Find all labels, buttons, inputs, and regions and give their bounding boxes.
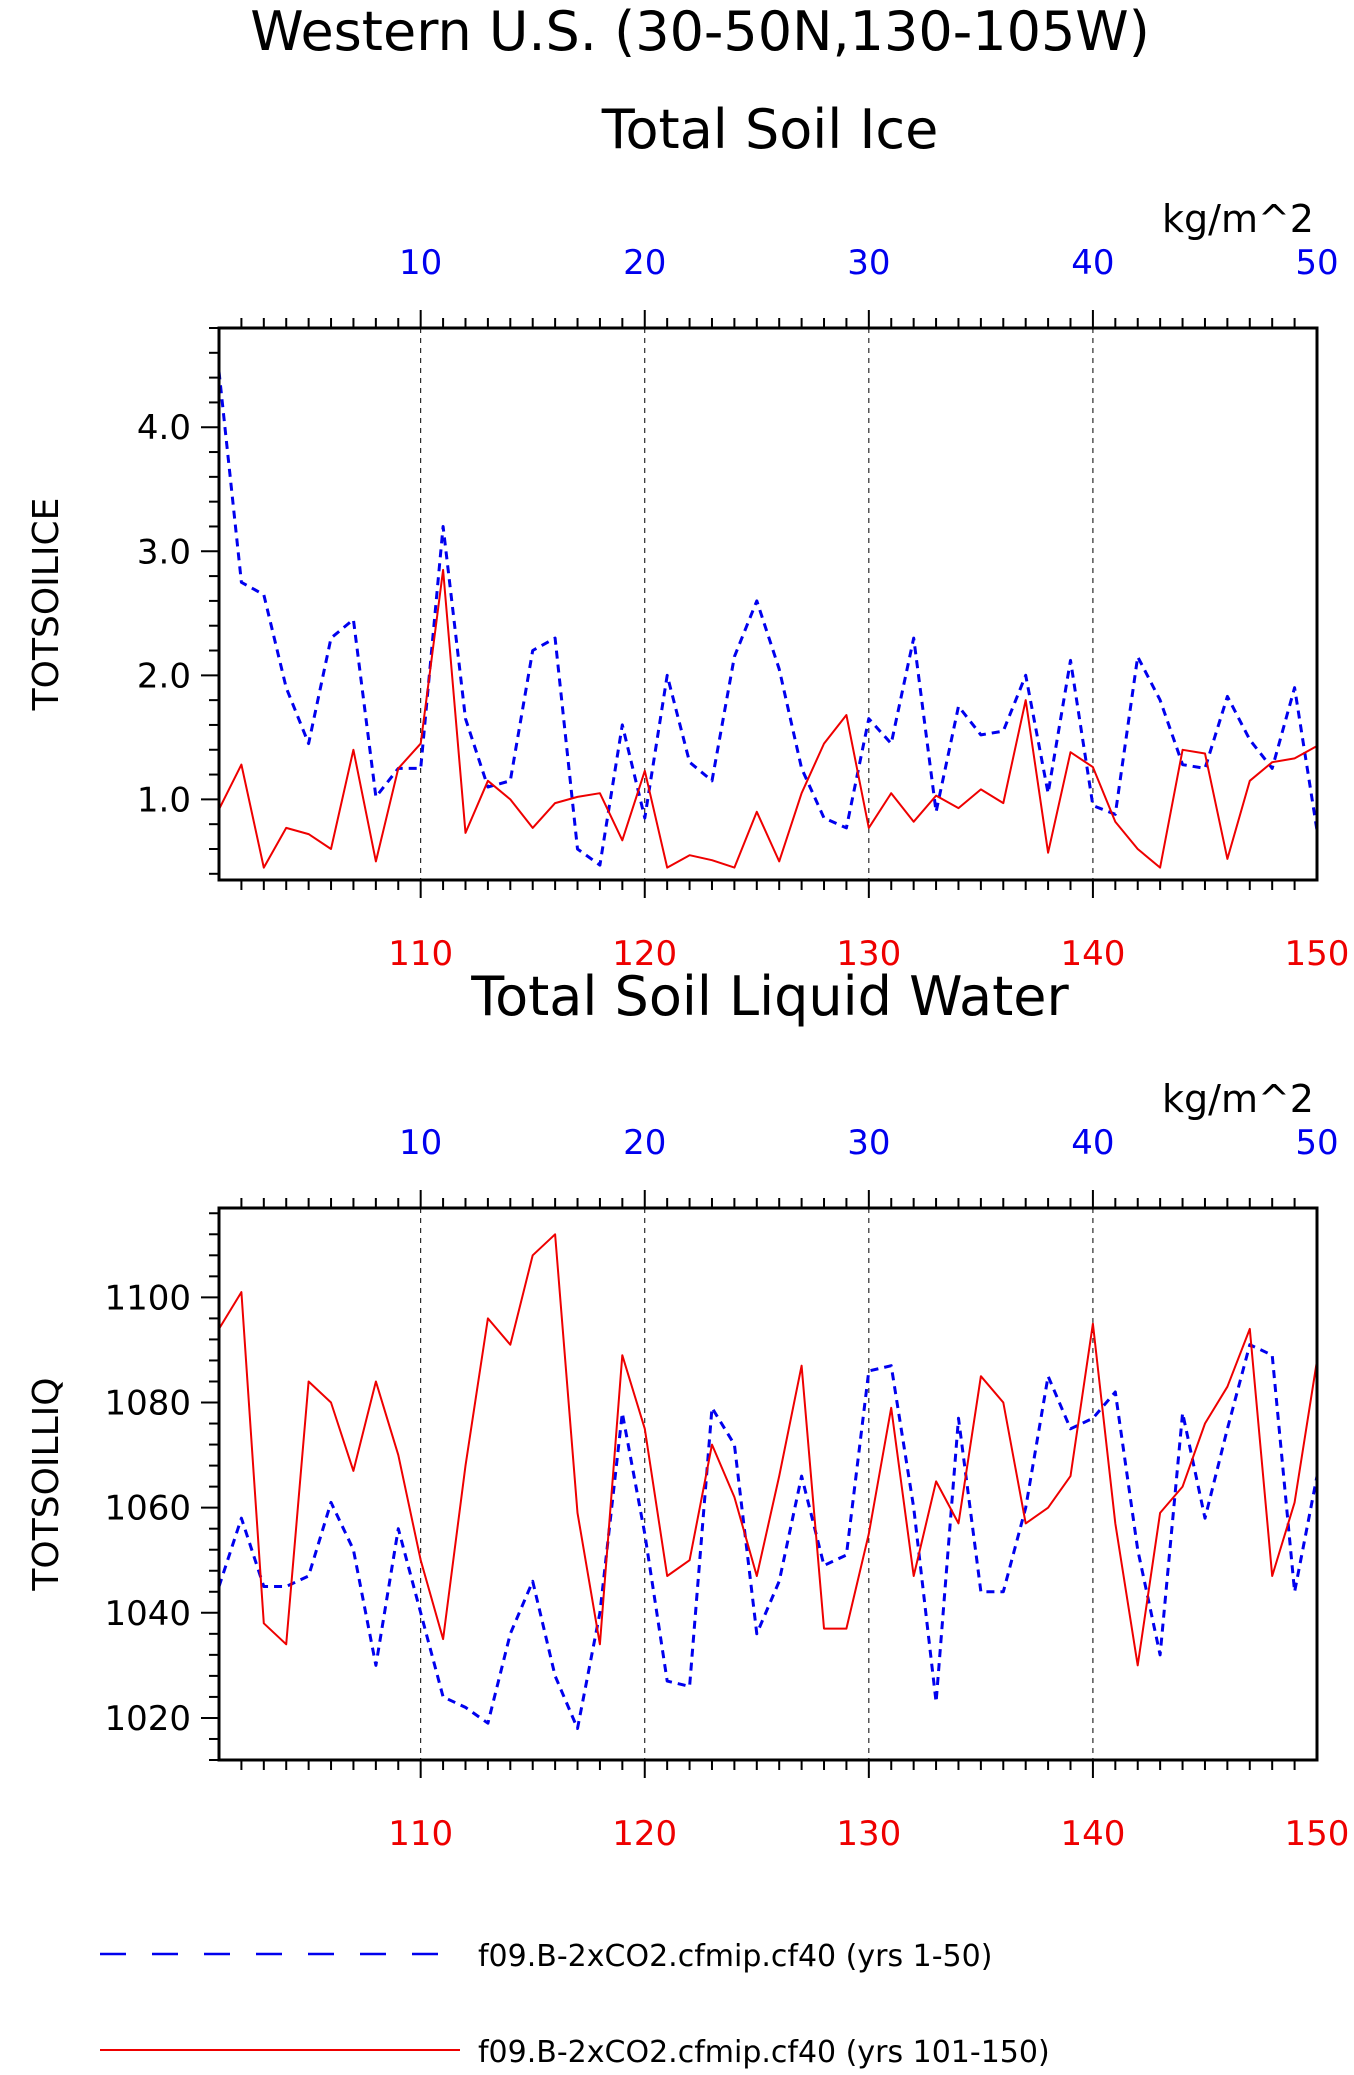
soil-ice-panel: Total Soil Ice kg/m^2 TOTSOILICE 1.0 2.0 3.0 4… xyxy=(26,98,1349,974)
y-tick-label: 1100 xyxy=(104,1278,191,1318)
legend: f09.B-2xCO2.cfmip.cf40 (yrs 1-50) f09.B-… xyxy=(100,1939,1050,2070)
units-label: kg/m^2 xyxy=(1162,1077,1314,1121)
top-x-tick-label: 10 xyxy=(399,243,442,283)
bottom-x-tick-label: 130 xyxy=(836,1814,901,1854)
bottom-x-tick-label: 110 xyxy=(388,934,453,974)
units-label: kg/m^2 xyxy=(1162,197,1314,241)
top-x-tick-label: 40 xyxy=(1071,243,1114,283)
bottom-x-tick-label: 150 xyxy=(1285,934,1350,974)
top-x-tick-label: 30 xyxy=(847,1123,890,1163)
series-line-yrs-1-50 xyxy=(217,1343,1319,1730)
top-x-tick-label: 30 xyxy=(847,243,890,283)
series-line-yrs-101-150 xyxy=(218,568,1318,869)
y-axis-label: TOTSOILLIQ xyxy=(26,1377,67,1591)
series-line-yrs-101-150 xyxy=(218,1233,1318,1667)
plot-frame xyxy=(217,326,1319,882)
y-tick-label: 1080 xyxy=(104,1384,191,1424)
bottom-x-tick-label: 130 xyxy=(836,934,901,974)
legend-label-0: f09.B-2xCO2.cfmip.cf40 (yrs 1-50) xyxy=(478,1939,992,1974)
y-tick-label: 1.0 xyxy=(137,780,191,820)
bottom-x-tick-label: 140 xyxy=(1060,934,1125,974)
bottom-x-tick-label: 110 xyxy=(388,1814,453,1854)
top-x-tick-label: 50 xyxy=(1295,1123,1338,1163)
top-x-tick-label: 50 xyxy=(1295,243,1338,283)
top-x-tick-label: 10 xyxy=(399,1123,442,1163)
bottom-x-tick-label: 120 xyxy=(612,934,677,974)
y-tick-label: 3.0 xyxy=(137,532,191,572)
top-x-tick-label: 40 xyxy=(1071,1123,1114,1163)
y-tick-label: 1060 xyxy=(104,1489,191,1529)
plot-frame xyxy=(217,1206,1319,1762)
y-tick-label: 1020 xyxy=(104,1699,191,1739)
series-line-yrs-1-50 xyxy=(217,371,1319,867)
legend-label-1: f09.B-2xCO2.cfmip.cf40 (yrs 101-150) xyxy=(478,2035,1050,2070)
y-tick-label: 1040 xyxy=(104,1594,191,1634)
page-title: Western U.S. (30-50N,130-105W) xyxy=(250,0,1150,63)
top-x-tick-label: 20 xyxy=(623,1123,666,1163)
soil-liquid-panel: Total Soil Liquid Water kg/m^2 TOTSOILLIQ 1… xyxy=(26,965,1349,1854)
top-x-tick-label: 20 xyxy=(623,243,666,283)
y-tick-label: 4.0 xyxy=(137,408,191,448)
y-tick-label: 2.0 xyxy=(137,656,191,696)
y-axis-label: TOTSOILICE xyxy=(26,498,67,712)
bottom-x-tick-label: 150 xyxy=(1285,1814,1350,1854)
panel-title: Total Soil Ice xyxy=(601,98,939,161)
panel-title: Total Soil Liquid Water xyxy=(470,965,1069,1028)
bottom-x-tick-label: 140 xyxy=(1060,1814,1125,1854)
bottom-x-tick-label: 120 xyxy=(612,1814,677,1854)
